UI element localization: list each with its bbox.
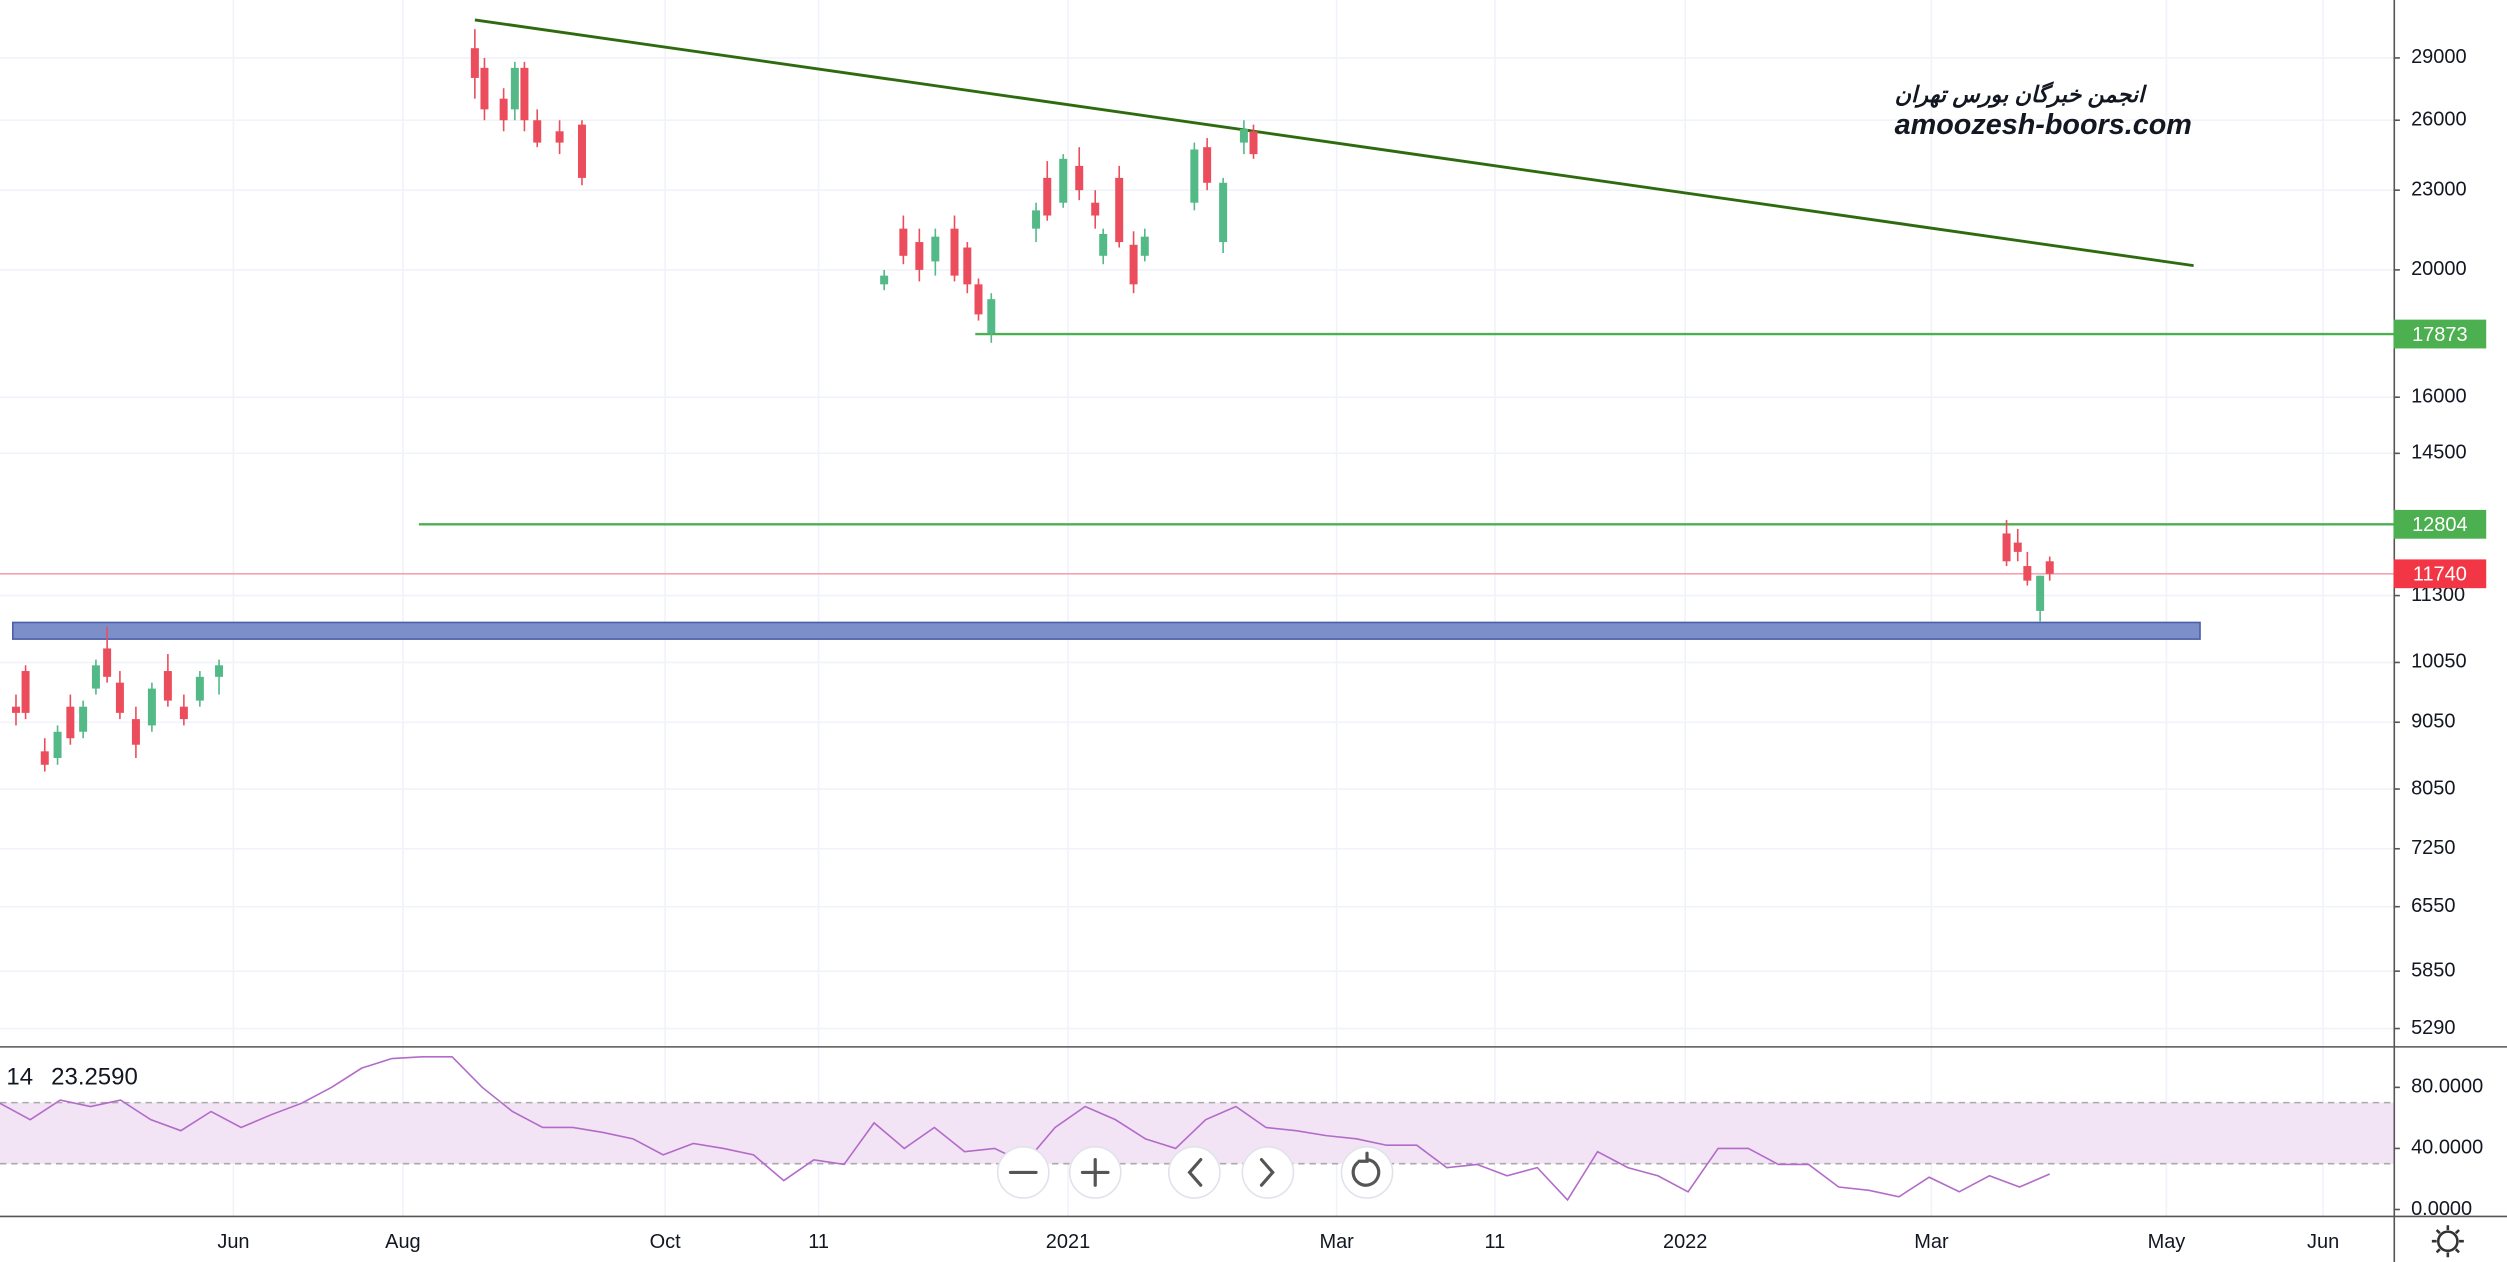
- candle-body: [1099, 233, 1108, 256]
- candle-body: [115, 682, 124, 713]
- candle-body: [147, 688, 156, 726]
- y-tick-label: 11300: [2411, 584, 2465, 606]
- watermark-url: amoozesh-boors.com: [1895, 109, 2192, 141]
- candle-body: [179, 706, 188, 720]
- scroll-left-button[interactable]: [1167, 1146, 1221, 1199]
- candle-body: [1043, 177, 1052, 216]
- candle-body: [510, 67, 519, 110]
- zoom-out-button[interactable]: [996, 1146, 1050, 1199]
- candle-body: [131, 719, 140, 745]
- candle-body: [21, 671, 30, 713]
- candle-body: [40, 751, 49, 765]
- x-tick-label: Oct: [650, 1231, 682, 1253]
- price-label-box: [2393, 559, 2487, 589]
- candle-body: [899, 228, 908, 256]
- y-tick-label: 26000: [2411, 109, 2467, 131]
- y-tick-label: 20000: [2411, 258, 2467, 280]
- candle-body: [950, 228, 959, 276]
- candle-body: [195, 676, 204, 701]
- x-tick-label: 2022: [1663, 1231, 1707, 1253]
- y-tick-label: 16000: [2411, 385, 2467, 407]
- candle-body: [91, 665, 100, 689]
- x-tick-label: Mar: [1319, 1231, 1354, 1253]
- candle-body: [2013, 542, 2022, 552]
- x-tick-label: Aug: [385, 1231, 421, 1253]
- rsi-y-tick-label: 0.0000: [2411, 1198, 2472, 1220]
- y-tick-label: 5850: [2411, 959, 2455, 981]
- candle-body: [974, 284, 983, 315]
- reset-button[interactable]: [1340, 1146, 1394, 1199]
- candle-body: [577, 124, 586, 178]
- x-tick-label: 2021: [1046, 1231, 1090, 1253]
- y-tick-label: 9050: [2411, 711, 2455, 733]
- rsi-y-tick-label: 80.0000: [2411, 1076, 2483, 1098]
- candle-body: [2002, 533, 2011, 562]
- candle-body: [103, 648, 112, 677]
- candle-body: [2036, 575, 2045, 611]
- candle-body: [1203, 147, 1212, 183]
- price-label: 11740: [2413, 564, 2467, 586]
- rsi-y-tick-label: 40.0000: [2411, 1137, 2483, 1159]
- candle-body: [1091, 202, 1100, 216]
- y-tick-label: 10050: [2411, 651, 2467, 673]
- candle-body: [79, 706, 88, 732]
- candle-body: [470, 48, 479, 78]
- candle-body: [1059, 158, 1068, 203]
- settings-button[interactable]: [2431, 1225, 2464, 1258]
- candle-body: [963, 247, 972, 285]
- x-tick-label: Mar: [1914, 1231, 1949, 1253]
- candle-body: [1239, 129, 1248, 143]
- trendline: [474, 18, 2194, 268]
- candle-body: [1249, 131, 1258, 155]
- candle-body: [66, 706, 75, 739]
- price-label: 12804: [2412, 514, 2468, 536]
- price-label-box: [2393, 319, 2487, 349]
- rsi-value: 23.2590: [51, 1063, 138, 1090]
- x-tick-label: May: [2148, 1231, 2186, 1253]
- candle-body: [480, 67, 489, 110]
- y-tick-label: 8050: [2411, 777, 2455, 799]
- candle-body: [1190, 149, 1199, 203]
- candle-body: [499, 98, 508, 121]
- zoom-in-button[interactable]: [1068, 1146, 1122, 1199]
- candle-body: [1129, 244, 1138, 285]
- candle-body: [1140, 236, 1149, 256]
- rsi-length: 14: [6, 1063, 33, 1090]
- candle-body: [215, 665, 224, 677]
- y-tick-label: 7250: [2411, 837, 2455, 859]
- y-tick-label: 23000: [2411, 178, 2467, 200]
- candle-body: [1115, 177, 1124, 243]
- candle-body: [53, 731, 62, 759]
- candle-body: [987, 299, 996, 334]
- candle-body: [1032, 210, 1041, 229]
- price-label: 17873: [2412, 324, 2468, 346]
- watermark-persian: انجمن خبرگان بورس تهران: [1895, 81, 2148, 108]
- scroll-right-button[interactable]: [1241, 1146, 1295, 1199]
- x-tick-label: 11: [1485, 1231, 1506, 1253]
- candle-body: [915, 242, 924, 270]
- x-tick-label: 11: [808, 1231, 829, 1253]
- x-tick-label: Jun: [217, 1231, 249, 1253]
- candle-body: [11, 706, 20, 713]
- candle-body: [555, 131, 564, 143]
- candle-body: [533, 120, 542, 143]
- candle-body: [2045, 561, 2054, 574]
- y-tick-label: 29000: [2411, 46, 2467, 68]
- candle-body: [1075, 165, 1084, 191]
- candle-body: [520, 67, 529, 121]
- x-tick-label: Jun: [2307, 1231, 2339, 1253]
- candle-body: [880, 275, 889, 285]
- candle-body: [931, 236, 940, 262]
- y-tick-label: 5290: [2411, 1017, 2455, 1039]
- y-tick-label: 6550: [2411, 895, 2455, 917]
- y-tick-label: 14500: [2411, 442, 2467, 464]
- candle-body: [2023, 566, 2032, 581]
- candle-body: [163, 671, 172, 701]
- price-label-box: [2393, 509, 2487, 539]
- candle-body: [1219, 182, 1228, 243]
- support-zone: [11, 621, 2201, 640]
